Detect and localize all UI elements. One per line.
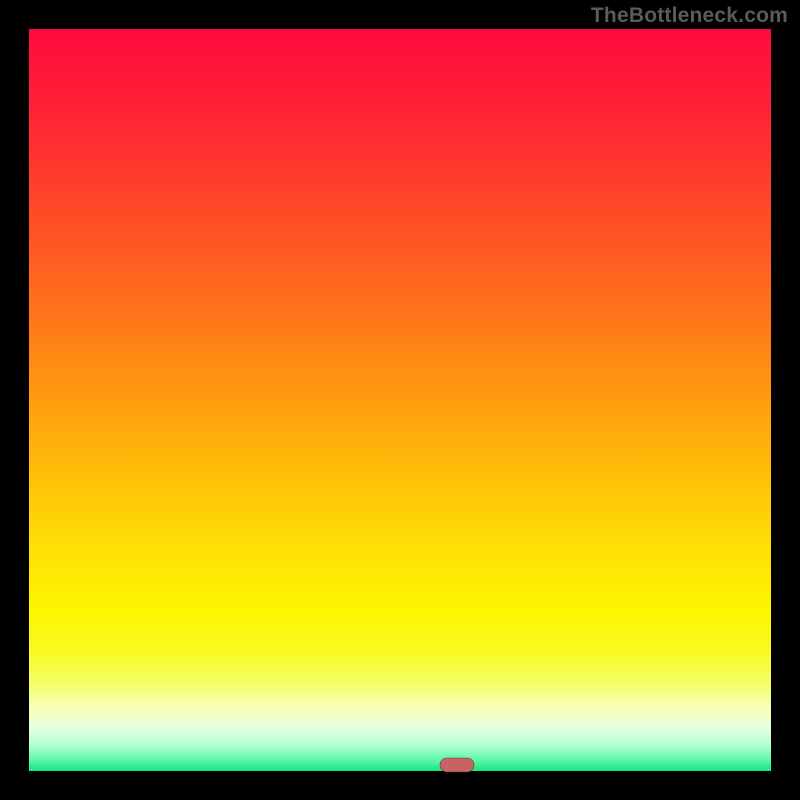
bottleneck-plot bbox=[29, 29, 771, 771]
chart-frame: { "watermark": { "text": "TheBottleneck.… bbox=[0, 0, 800, 800]
optimal-marker bbox=[440, 758, 474, 772]
watermark-text: TheBottleneck.com bbox=[591, 4, 788, 28]
gradient-background bbox=[29, 29, 771, 771]
bottleneck-curve bbox=[771, 29, 800, 771]
